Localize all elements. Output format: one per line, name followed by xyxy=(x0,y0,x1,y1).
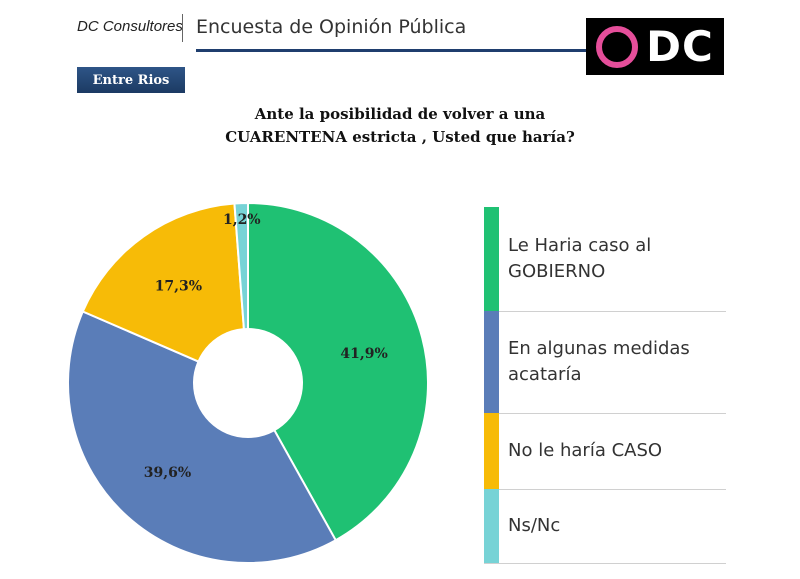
pie-slice-2 xyxy=(81,202,250,385)
legend-item-0: Le Haria caso al GOBIERNO xyxy=(484,207,726,312)
legend-swatch xyxy=(484,311,499,413)
pie-slice-0 xyxy=(247,201,429,542)
slice-value-label-1: 39,6% xyxy=(144,465,191,481)
legend-label-line-0: Ns/Nc xyxy=(508,515,561,536)
legend-label-line-1: GOBIERNO xyxy=(508,261,606,282)
header-rule xyxy=(196,49,592,52)
odc-logo: DC xyxy=(586,18,724,75)
slice-value-label-2: 17,3% xyxy=(155,278,202,294)
legend-swatch xyxy=(484,207,499,311)
region-tag: Entre Rios xyxy=(77,67,185,93)
legend-label-line-1: acataría xyxy=(508,364,582,385)
legend-swatch xyxy=(484,489,499,563)
question-line-1: Ante la posibilidad de volver a una xyxy=(254,105,546,123)
legend-label: Le Haria caso al GOBIERNO xyxy=(508,233,720,285)
brand-name: DC Consultores xyxy=(77,18,183,35)
legend-label: Ns/Nc xyxy=(508,513,720,539)
legend-item-2: No le haría CASO xyxy=(484,413,726,490)
question-line-2: CUARENTENA estricta , Usted que haría? xyxy=(225,128,575,146)
legend-label-line-0: No le haría CASO xyxy=(508,440,663,461)
chart-legend: Le Haria caso al GOBIERNO En algunas medid… xyxy=(484,207,726,564)
legend-label: No le haría CASO xyxy=(508,438,720,464)
slice-value-label-0: 41,9% xyxy=(340,346,387,362)
legend-label-line-0: Le Haria caso al xyxy=(508,235,652,256)
page-title: Encuesta de Opinión Pública xyxy=(196,16,467,38)
legend-item-1: En algunas medidas acataría xyxy=(484,311,726,414)
donut-hole xyxy=(193,328,303,438)
legend-item-3: Ns/Nc xyxy=(484,489,726,564)
header-separator xyxy=(182,14,183,42)
logo-text: DC xyxy=(646,22,714,71)
logo-o-ring-icon xyxy=(596,25,639,68)
legend-swatch xyxy=(484,413,499,489)
legend-label-line-0: En algunas medidas xyxy=(508,338,690,359)
legend-label: En algunas medidas acataría xyxy=(508,336,720,388)
chart-question: Ante la posibilidad de volver a una CUAR… xyxy=(180,103,620,149)
slice-value-label-3: 1,2% xyxy=(223,212,261,228)
pie-slice-1 xyxy=(67,310,338,564)
